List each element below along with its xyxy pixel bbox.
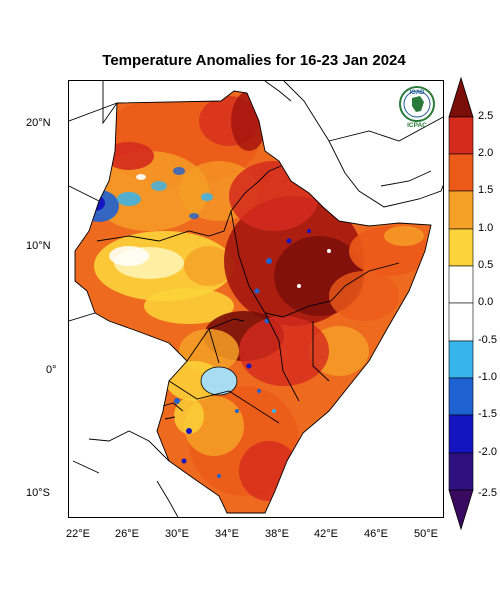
colorbar-segment-neg2.5-neg2.0: [448, 452, 474, 491]
logo-text-icpac: ICPAC: [407, 122, 427, 129]
lon-tick-22e: 22°E: [66, 528, 90, 540]
colorbar-segment-2.0-2.5: [448, 116, 474, 155]
colorbar: [448, 76, 474, 531]
lon-tick-50e: 50°E: [414, 528, 438, 540]
colorbar-label-2.0: 2.0: [478, 147, 494, 159]
colorbar-label-neg0.5: -0.5: [478, 334, 497, 346]
igad-icpac-logo: IGAD ICPAC: [394, 84, 440, 130]
lat-tick-20n: 20°N: [26, 117, 51, 129]
colorbar-top-triangle: [448, 76, 474, 118]
map-panel: [68, 80, 444, 518]
colorbar-segment-0.5-1.0: [448, 228, 474, 267]
colorbar-segment-neg1.0-neg0.5: [448, 340, 474, 379]
lon-tick-30e: 30°E: [165, 528, 189, 540]
lon-tick-46e: 46°E: [364, 528, 388, 540]
lat-tick-10n: 10°N: [26, 240, 51, 252]
colorbar-segment-1.5-2.0: [448, 153, 474, 192]
colorbar-segment-neg1.5-neg1.0: [448, 377, 474, 416]
chart-title: Temperature Anomalies for 16-23 Jan 2024: [102, 52, 406, 69]
anomaly-map: [69, 81, 443, 517]
colorbar-segment-0.0-0.5: [448, 265, 474, 304]
lat-tick-10s: 10°S: [26, 487, 50, 499]
lon-tick-38e: 38°E: [265, 528, 289, 540]
lon-tick-26e: 26°E: [115, 528, 139, 540]
lat-tick-0: 0°: [46, 364, 57, 376]
colorbar-label-neg2.5: -2.5: [478, 487, 497, 499]
lon-tick-42e: 42°E: [314, 528, 338, 540]
colorbar-label-0.5: 0.5: [478, 259, 494, 271]
lon-tick-34e: 34°E: [215, 528, 239, 540]
colorbar-label-neg2.0: -2.0: [478, 446, 497, 458]
colorbar-segment-neg0.5-0.0: [448, 302, 474, 342]
colorbar-bottom-triangle: [448, 489, 474, 531]
colorbar-label-0.0: 0.0: [478, 296, 494, 308]
colorbar-label-2.5: 2.5: [478, 110, 494, 122]
colorbar-label-neg1.5: -1.5: [478, 408, 497, 420]
colorbar-segment-neg2.0-neg1.5: [448, 414, 474, 454]
colorbar-label-neg1.0: -1.0: [478, 371, 497, 383]
colorbar-label-1.0: 1.0: [478, 222, 494, 234]
colorbar-label-1.5: 1.5: [478, 184, 494, 196]
logo-text-igad: IGAD: [409, 90, 425, 96]
colorbar-segment-1.0-1.5: [448, 190, 474, 230]
